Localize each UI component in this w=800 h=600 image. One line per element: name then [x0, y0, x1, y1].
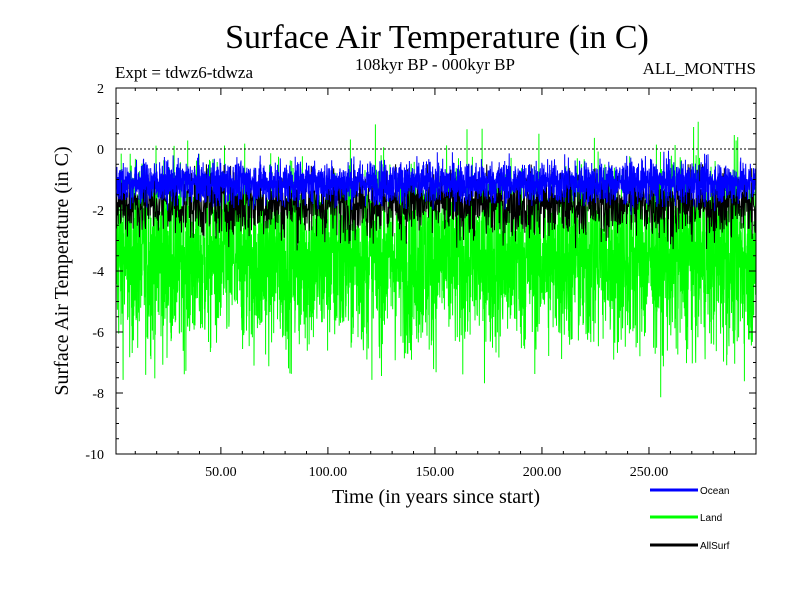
- period-label: 108kyr BP - 000kyr BP: [355, 55, 515, 74]
- y-axis-label: Surface Air Temperature (in C): [51, 146, 73, 395]
- chart-title: Surface Air Temperature (in C): [225, 19, 649, 56]
- months-label: ALL_MONTHS: [643, 59, 756, 78]
- y-tick-label: -6: [92, 326, 104, 341]
- legend: Ocean Land AllSurf: [650, 486, 730, 552]
- legend-label-ocean: Ocean: [700, 486, 729, 497]
- x-axis-label: Time (in years since start): [332, 486, 540, 508]
- plot-area: [115, 121, 757, 398]
- x-tick-label: 150.00: [416, 465, 455, 480]
- x-tick-label: 100.00: [309, 465, 348, 480]
- y-tick-label: 0: [97, 143, 104, 158]
- y-tick-label: -4: [92, 265, 104, 280]
- x-tick-label: 250.00: [630, 465, 669, 480]
- y-tick-label: -2: [92, 204, 104, 219]
- legend-label-allsurf: AllSurf: [700, 541, 730, 552]
- legend-label-land: Land: [700, 513, 722, 524]
- series-line-ocean: [115, 150, 757, 215]
- experiment-label: Expt = tdwz6-tdwza: [115, 63, 253, 82]
- x-tick-label: 50.00: [205, 465, 237, 480]
- y-tick-label: -10: [85, 448, 104, 463]
- series-line-land: [115, 121, 757, 398]
- y-tick-label: 2: [97, 82, 104, 97]
- y-tick-label: -8: [92, 387, 104, 402]
- x-tick-label: 200.00: [523, 465, 562, 480]
